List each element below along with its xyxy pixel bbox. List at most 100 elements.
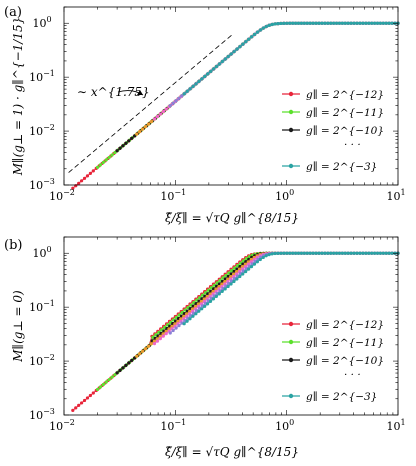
- x-tick-label: 100: [275, 188, 294, 203]
- series-point: [293, 21, 298, 25]
- series-point: [127, 139, 131, 143]
- series-point: [317, 251, 321, 255]
- series-point: [118, 368, 122, 372]
- series-point: [82, 176, 87, 180]
- series-point: [208, 299, 213, 303]
- series-point: [226, 284, 230, 289]
- series-point: [375, 251, 380, 255]
- series-point: [282, 21, 286, 25]
- series-point: [200, 307, 204, 311]
- series-point: [229, 282, 233, 286]
- series-point: [249, 265, 254, 269]
- series-point: [171, 328, 175, 333]
- series-point: [247, 255, 251, 259]
- series-point: [235, 267, 239, 271]
- series-point: [211, 297, 216, 301]
- series-point: [246, 260, 250, 264]
- series-point: [200, 77, 204, 81]
- series-point: [249, 35, 254, 39]
- series-point: [161, 332, 165, 336]
- series-point: [276, 22, 280, 26]
- series-point: [241, 259, 245, 263]
- legend-entry: g∥ = 2^{−11}: [306, 337, 384, 349]
- series-point: [340, 251, 344, 255]
- series-point: [279, 21, 283, 26]
- series-point: [285, 21, 289, 25]
- series-point: [221, 276, 225, 280]
- series-point: [226, 274, 230, 278]
- series-point: [244, 40, 248, 44]
- series-point: [211, 289, 215, 294]
- series-point: [110, 153, 114, 157]
- series-point: [381, 21, 385, 25]
- series-point: [182, 322, 186, 326]
- series-point: [343, 251, 347, 255]
- series-point: [191, 84, 195, 89]
- series-point: [232, 272, 236, 276]
- series-point: [185, 89, 189, 94]
- series-point: [337, 251, 342, 255]
- series-point: [352, 251, 356, 255]
- series-point: [267, 23, 271, 27]
- legend-ellipsis: · · ·: [344, 139, 361, 151]
- series-point: [218, 278, 222, 282]
- series-point: [299, 251, 303, 255]
- series-point: [121, 366, 125, 370]
- series-point: [384, 251, 388, 255]
- y-tick-label: 10−1: [29, 69, 55, 84]
- series-point: [308, 251, 312, 255]
- series-point: [155, 339, 160, 343]
- series-point: [364, 251, 368, 255]
- series-point: [135, 132, 139, 136]
- series-point: [305, 21, 309, 25]
- series-point: [107, 155, 111, 160]
- series-point: [331, 251, 336, 255]
- series-point: [256, 257, 260, 261]
- series-point: [273, 251, 277, 256]
- series-point: [149, 120, 153, 124]
- x-tick-label: 10−2: [49, 418, 75, 433]
- series-point: [361, 21, 365, 25]
- series-point: [91, 391, 95, 395]
- series-point: [364, 21, 368, 25]
- series-point: [308, 21, 312, 25]
- series-point: [238, 272, 242, 276]
- series-point: [270, 252, 274, 256]
- series-point: [235, 277, 239, 281]
- series-point: [214, 287, 218, 291]
- legend-swatch-marker: [288, 393, 294, 399]
- panel-a-tag: (a): [4, 5, 22, 20]
- series-point: [138, 352, 142, 356]
- series-point: [168, 331, 172, 335]
- legend-entry: g∥ = 2^{−3}: [306, 391, 377, 403]
- series-point: [197, 79, 201, 84]
- series-point: [185, 312, 189, 316]
- series-point: [113, 373, 117, 377]
- series-point: [244, 269, 248, 274]
- series-point: [320, 251, 324, 255]
- series-line: [183, 22, 398, 95]
- series-point: [288, 21, 292, 25]
- series-point: [191, 314, 195, 318]
- series-point: [247, 37, 251, 41]
- series-point: [273, 22, 277, 26]
- series-point: [311, 21, 315, 25]
- series-point: [196, 302, 200, 306]
- legend-swatch-marker: [288, 321, 294, 327]
- series-point: [372, 21, 377, 25]
- series-point: [346, 21, 350, 25]
- series-point: [176, 319, 180, 323]
- series-point: [220, 282, 224, 286]
- x-tick-label: 10−1: [160, 188, 186, 203]
- panel-a-annotation: ∼ x^{1.75}: [77, 85, 150, 99]
- panel-b-tag: (b): [4, 238, 22, 253]
- series-point: [270, 22, 274, 27]
- series-point: [343, 21, 347, 25]
- series-point: [299, 21, 303, 25]
- series-point: [80, 179, 84, 183]
- series-point: [331, 21, 336, 25]
- series-point: [199, 299, 203, 304]
- series-point: [358, 21, 362, 25]
- series-point: [220, 279, 225, 283]
- series-point: [149, 342, 153, 346]
